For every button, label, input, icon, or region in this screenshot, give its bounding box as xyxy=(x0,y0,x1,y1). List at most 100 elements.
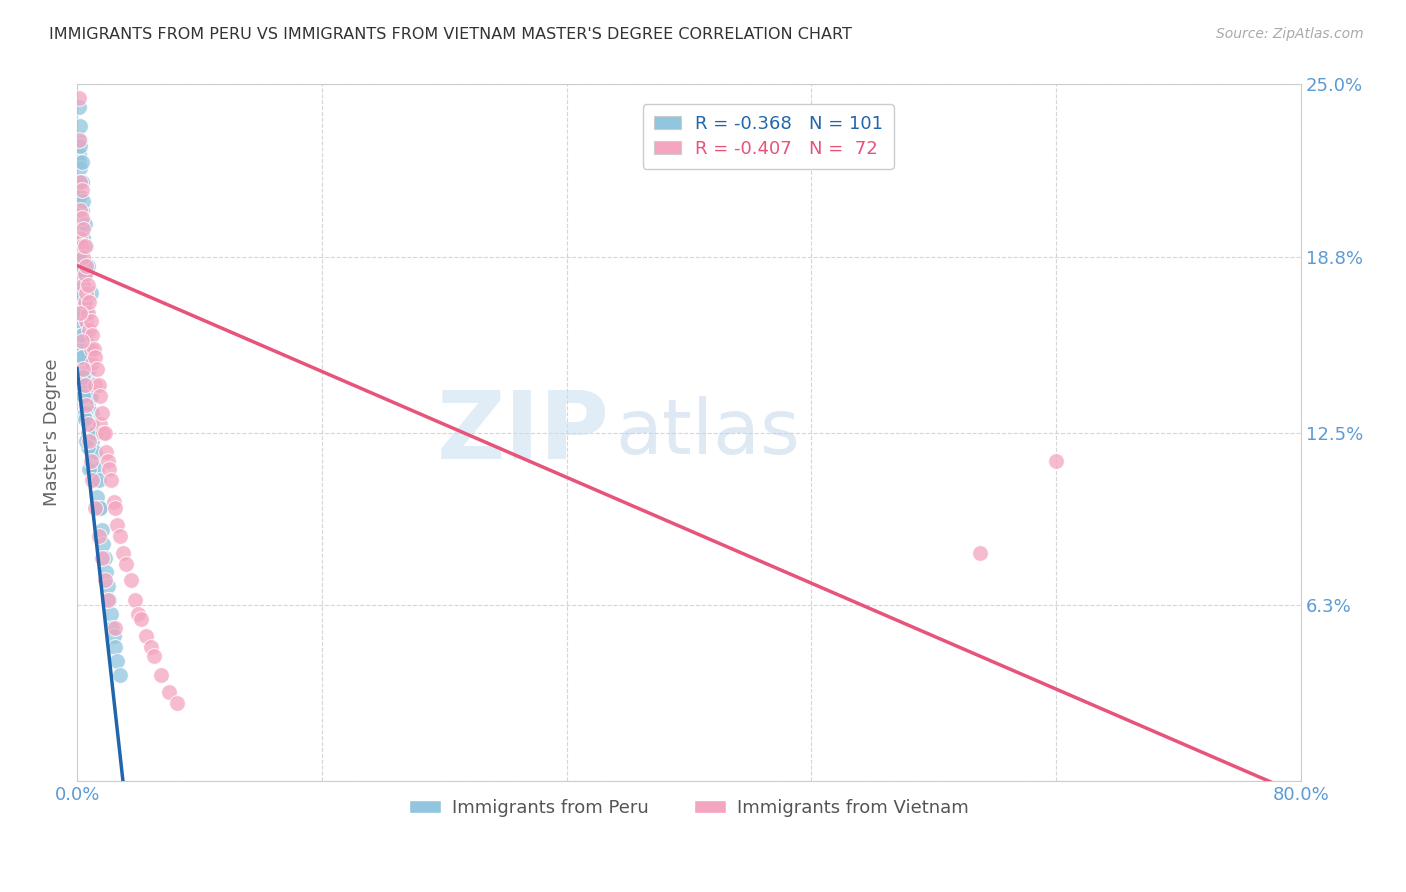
Point xyxy=(72,328,94,343)
Point xyxy=(89,500,111,515)
Point xyxy=(80,417,103,432)
Point xyxy=(70,334,93,348)
Point xyxy=(73,378,96,392)
Point xyxy=(75,239,97,253)
Point xyxy=(73,323,96,337)
Point xyxy=(70,328,93,343)
Point xyxy=(69,161,91,175)
Point xyxy=(166,696,188,710)
Point xyxy=(80,342,103,356)
Point xyxy=(79,294,101,309)
Point xyxy=(69,120,91,134)
Point xyxy=(67,250,90,264)
Point xyxy=(89,390,111,404)
Point xyxy=(69,250,91,264)
Text: atlas: atlas xyxy=(616,396,800,470)
Point xyxy=(80,453,103,467)
Point xyxy=(79,390,101,404)
Point xyxy=(105,654,128,668)
Point xyxy=(73,267,96,281)
Point xyxy=(82,328,104,343)
Point xyxy=(76,440,98,454)
Point xyxy=(97,593,120,607)
Point xyxy=(87,500,110,515)
Point xyxy=(142,648,165,663)
Point xyxy=(69,314,91,328)
Point xyxy=(969,545,991,559)
Point xyxy=(80,314,103,328)
Point xyxy=(89,417,111,432)
Point xyxy=(67,147,90,161)
Point xyxy=(67,202,90,217)
Point xyxy=(73,294,96,309)
Point xyxy=(70,259,93,273)
Point xyxy=(84,473,107,487)
Point xyxy=(76,278,98,293)
Point xyxy=(101,621,124,635)
Point xyxy=(67,267,90,281)
Point xyxy=(70,155,93,169)
Point xyxy=(73,406,96,420)
Point xyxy=(70,301,93,315)
Point xyxy=(108,529,131,543)
Point xyxy=(79,361,101,376)
Point xyxy=(111,545,134,559)
Point xyxy=(75,286,97,301)
Point xyxy=(87,378,110,392)
Point xyxy=(73,239,96,253)
Point xyxy=(69,306,91,320)
Point xyxy=(97,579,120,593)
Point xyxy=(75,314,97,328)
Point xyxy=(84,425,107,440)
Point xyxy=(72,278,94,293)
Point xyxy=(103,629,125,643)
Point xyxy=(84,500,107,515)
Y-axis label: Master's Degree: Master's Degree xyxy=(44,359,60,507)
Point xyxy=(72,222,94,236)
Point xyxy=(72,278,94,293)
Point xyxy=(83,342,105,356)
Point xyxy=(72,390,94,404)
Point xyxy=(70,239,93,253)
Point xyxy=(86,361,108,376)
Point xyxy=(75,334,97,348)
Point xyxy=(93,425,115,440)
Point xyxy=(93,574,115,588)
Point xyxy=(104,500,127,515)
Point xyxy=(80,286,103,301)
Point xyxy=(70,202,93,217)
Point xyxy=(69,286,91,301)
Point xyxy=(86,490,108,504)
Point xyxy=(75,361,97,376)
Point xyxy=(79,462,101,476)
Point xyxy=(139,640,162,655)
Point xyxy=(75,398,97,412)
Point xyxy=(75,434,97,448)
Point xyxy=(98,593,121,607)
Point xyxy=(67,230,90,244)
Point xyxy=(69,133,91,147)
Legend: Immigrants from Peru, Immigrants from Vietnam: Immigrants from Peru, Immigrants from Vi… xyxy=(402,792,976,824)
Point xyxy=(103,495,125,509)
Point xyxy=(73,378,96,392)
Point xyxy=(70,211,93,226)
Point xyxy=(72,259,94,273)
Point xyxy=(120,574,142,588)
Point xyxy=(84,378,107,392)
Point xyxy=(69,306,91,320)
Point xyxy=(72,351,94,365)
Point xyxy=(82,462,104,476)
Point xyxy=(79,434,101,448)
Point xyxy=(69,230,91,244)
Point xyxy=(76,259,98,273)
Point xyxy=(83,425,105,440)
Point xyxy=(72,194,94,209)
Point xyxy=(76,342,98,356)
Point xyxy=(67,189,90,203)
Point xyxy=(69,230,91,244)
Point xyxy=(70,323,93,337)
Point xyxy=(73,217,96,231)
Point xyxy=(87,529,110,543)
Point xyxy=(72,378,94,392)
Point xyxy=(70,351,93,365)
